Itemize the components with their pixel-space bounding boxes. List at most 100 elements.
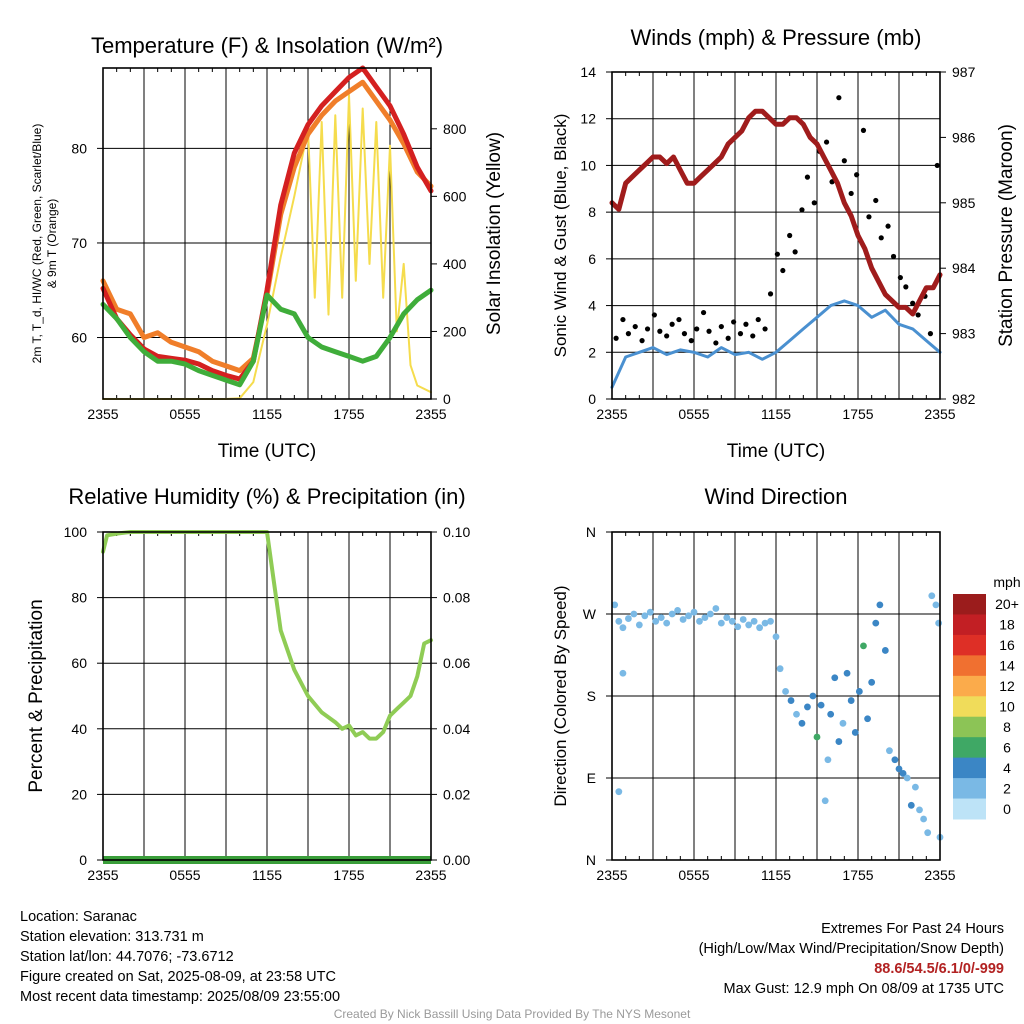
y-tick-label: 600	[443, 188, 467, 204]
y-tick-label: 8	[588, 204, 596, 220]
y-tick-label: 40	[71, 721, 87, 737]
colorbar-label: 4	[1003, 760, 1011, 776]
direction-point	[619, 624, 627, 632]
gust-point	[804, 174, 811, 180]
gust-point	[897, 274, 903, 281]
plot-frame	[611, 71, 941, 400]
y-tick-label: 0.00	[443, 852, 470, 868]
gust-point	[700, 309, 707, 316]
x-tick-label: 1755	[333, 867, 364, 883]
y-tick-label: 60	[71, 330, 87, 346]
direction-point	[895, 765, 903, 773]
direction-point	[907, 801, 915, 809]
chart-title: Wind Direction	[704, 484, 847, 509]
y-tick-label: 982	[952, 391, 976, 407]
y-tick-label: S	[587, 688, 596, 704]
direction-point	[641, 612, 649, 620]
y-tick-label: 0	[588, 391, 596, 407]
colorbar-swatch	[953, 634, 986, 656]
gust-point	[688, 338, 694, 344]
gust-point	[644, 326, 651, 332]
gust-point	[681, 331, 688, 337]
y-tick-label: 2	[588, 344, 596, 360]
colorbar-swatch	[953, 798, 986, 820]
direction-point	[690, 608, 698, 616]
x-tick-label: 1155	[252, 406, 282, 422]
direction-point	[772, 633, 780, 641]
direction-point	[804, 703, 811, 711]
y-tick-label: 983	[952, 326, 976, 342]
y-axis-label: Sonic Wind & Gust (Blue, Black)	[551, 114, 570, 358]
gust-point	[632, 323, 638, 330]
direction-point	[615, 788, 623, 796]
x-tick-label: 1155	[761, 406, 791, 422]
extremes-values: 88.6/54.5/6.1/0/-999	[874, 961, 1004, 977]
x-tick-label: 2355	[415, 406, 446, 422]
direction-point	[903, 774, 911, 782]
direction-point	[611, 601, 619, 609]
y-tick-label: 986	[952, 129, 976, 145]
direction-point	[685, 612, 692, 620]
gust-point	[890, 253, 897, 260]
chart-title: Winds (mph) & Pressure (mb)	[631, 25, 922, 50]
colorbar-label: 6	[1003, 739, 1011, 755]
gust-point	[915, 312, 921, 318]
y-tick-label: 0.06	[443, 655, 470, 671]
chart-panel-1: 2355 0555 1155 1755 2355 Temperature (F) & In…	[30, 33, 505, 462]
x-tick-label: 0555	[169, 867, 200, 883]
gust-point	[854, 172, 860, 178]
direction-point	[932, 601, 940, 609]
direction-point	[843, 669, 851, 677]
direction-point	[817, 701, 825, 709]
series-line	[100, 287, 434, 388]
y-tick-label: N	[586, 852, 596, 868]
gust-point	[878, 235, 884, 241]
direction-point	[615, 617, 623, 625]
extremes-subtitle: (High/Low/Max Wind/Precipitation/Snow De…	[698, 941, 1004, 957]
direction-point	[860, 642, 867, 650]
credit-text: Created By Nick Bassill Using Data Provi…	[333, 1007, 691, 1021]
direction-point	[839, 719, 847, 727]
gust-point	[613, 335, 619, 341]
y-axis-label: 2m T, T_d, HI/WC (Red, Green, Scarlet/Bl…	[30, 124, 44, 364]
direction-point	[847, 697, 855, 704]
direction-point	[630, 610, 638, 618]
direction-point	[935, 619, 943, 627]
gust-point	[762, 326, 768, 332]
y-tick-label: 4	[588, 298, 596, 314]
direction-point	[652, 617, 660, 625]
direction-point	[701, 614, 709, 622]
elevation-text: Station elevation: 313.731 m	[20, 929, 204, 945]
colorbar-label: 18	[999, 617, 1015, 633]
x-tick-label: 1155	[761, 867, 791, 883]
direction-point	[916, 806, 923, 814]
gust-point	[903, 284, 909, 290]
colorbar-label: 2	[1003, 780, 1011, 796]
direction-point	[881, 647, 889, 654]
y-tick-label: 800	[443, 121, 467, 137]
y-tick-label: 0.08	[443, 590, 470, 606]
direction-point	[876, 601, 884, 609]
direction-point	[761, 619, 769, 627]
gust-point	[860, 127, 867, 133]
chart-title: Relative Humidity (%) & Precipitation (i…	[68, 484, 465, 509]
direction-point	[674, 606, 681, 614]
direction-point	[717, 619, 725, 627]
gust-point	[651, 312, 657, 318]
direction-point	[625, 615, 632, 622]
gust-point	[706, 328, 712, 334]
x-tick-label: 2355	[415, 867, 446, 883]
gust-point	[792, 249, 798, 255]
meteogram-figure: 2355 0555 1155 1755 2355 Temperature (F) & In…	[26, 25, 1021, 883]
direction-point	[679, 616, 687, 623]
y-tick-label: 80	[71, 590, 87, 606]
y2-axis-label: Station Pressure (Maroon)	[996, 124, 1017, 347]
y-axis-label: Percent & Precipitation	[26, 599, 47, 792]
gust-point	[811, 200, 817, 206]
direction-point	[756, 624, 763, 632]
y-tick-label: 60	[71, 655, 87, 671]
direction-point	[646, 608, 654, 616]
direction-point	[782, 688, 789, 695]
gust-point	[799, 207, 805, 213]
gust-point	[787, 232, 793, 239]
